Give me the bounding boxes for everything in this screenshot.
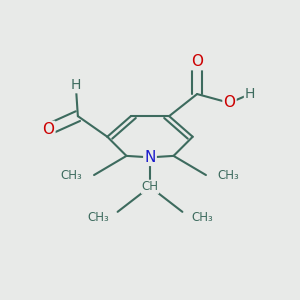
Text: O: O: [191, 54, 203, 69]
Text: O: O: [42, 122, 54, 137]
Text: CH₃: CH₃: [61, 169, 82, 182]
Text: N: N: [144, 150, 156, 165]
Text: H: H: [245, 87, 255, 101]
Text: CH₃: CH₃: [218, 169, 239, 182]
Text: CH₃: CH₃: [87, 211, 109, 224]
Text: O: O: [224, 95, 236, 110]
Text: CH: CH: [142, 180, 158, 193]
Text: H: H: [70, 78, 81, 92]
Text: CH₃: CH₃: [191, 211, 213, 224]
